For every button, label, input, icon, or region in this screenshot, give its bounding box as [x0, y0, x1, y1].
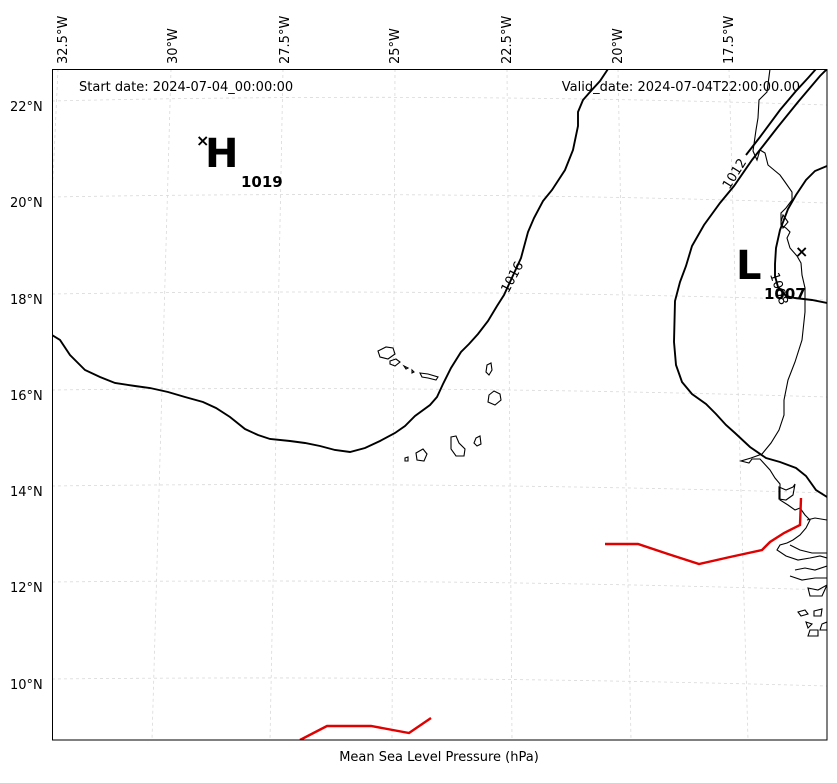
lat-label-12n: 12°N: [10, 581, 43, 596]
high-center-symbol: H: [205, 131, 238, 177]
map-frame: [52, 69, 828, 741]
front-lines: [299, 497, 803, 740]
map-background: [52, 69, 827, 740]
start-date-label: Start date: 2024-07-04_00:00:00: [79, 80, 293, 95]
lon-label-20w: 20°W: [611, 28, 626, 64]
isobar-1016: [52, 69, 609, 453]
coastline-banc-d-arguin: [780, 213, 789, 230]
figure-title: Mean Sea Level Pressure (hPa): [339, 750, 539, 765]
island-sal: [485, 362, 493, 376]
island-sao-nicolau: [411, 368, 439, 381]
coastline-bijagos-islands: [797, 608, 827, 637]
isobar-1012-ne: [745, 69, 817, 156]
isobar-1012: [673, 69, 827, 498]
lon-label-17-5w: 17.5°W: [722, 16, 737, 64]
lon-label-25w: 25°W: [388, 28, 403, 64]
coastline-mauritania: [738, 69, 827, 561]
low-center-marker: ×: [795, 242, 808, 261]
map-area: 1016 1012 1008 × H 1019 × L 1007 Start d…: [52, 69, 827, 740]
low-center-symbol: L: [736, 243, 762, 289]
lat-label-22n: 22°N: [10, 100, 43, 115]
front-line-south: [299, 717, 432, 740]
coastline-cape-verde: [377, 346, 502, 462]
island-boa-vista: [487, 390, 502, 406]
lon-label-32-5w: 32.5°W: [56, 16, 71, 64]
graticule: [52, 69, 827, 740]
high-center-marker: ×: [196, 131, 209, 150]
coastline-africa: [738, 69, 827, 637]
coastline-senegal-gambia: [778, 483, 796, 501]
island-maio: [473, 435, 482, 447]
island-sao-vicente: [389, 358, 401, 367]
lon-label-27-5w: 27.5°W: [278, 16, 293, 64]
longitude-labels: 32.5°W 30°W 27.5°W 25°W 22.5°W 20°W 17.5…: [56, 16, 737, 64]
lon-label-30w: 30°W: [166, 28, 181, 64]
lat-label-10n: 10°N: [10, 678, 43, 693]
island-santo-antao: [377, 346, 396, 360]
island-brava: [404, 456, 409, 462]
lon-label-22-5w: 22.5°W: [500, 16, 515, 64]
island-santa-luzia: [402, 364, 410, 370]
island-santiago: [450, 435, 466, 457]
high-center-value: 1019: [241, 173, 283, 191]
lat-label-18n: 18°N: [10, 293, 43, 308]
lat-label-16n: 16°N: [10, 389, 43, 404]
front-line-north: [605, 497, 803, 566]
low-center-value: 1007: [764, 285, 806, 303]
low-pressure-center: × L 1007: [736, 242, 808, 303]
isobars: [52, 69, 827, 498]
lat-label-14n: 14°N: [10, 485, 43, 500]
latitude-labels: 22°N 20°N 18°N 16°N 14°N 12°N 10°N: [10, 100, 43, 693]
isobar-1008: [774, 165, 827, 304]
coastline-guinea-bissau: [789, 517, 827, 597]
lat-label-20n: 20°N: [10, 196, 43, 211]
high-pressure-center: × H 1019: [196, 131, 283, 191]
valid-date-label: Valid_date: 2024-07-04T22:00:00.00: [562, 80, 800, 95]
island-fogo: [415, 448, 428, 462]
